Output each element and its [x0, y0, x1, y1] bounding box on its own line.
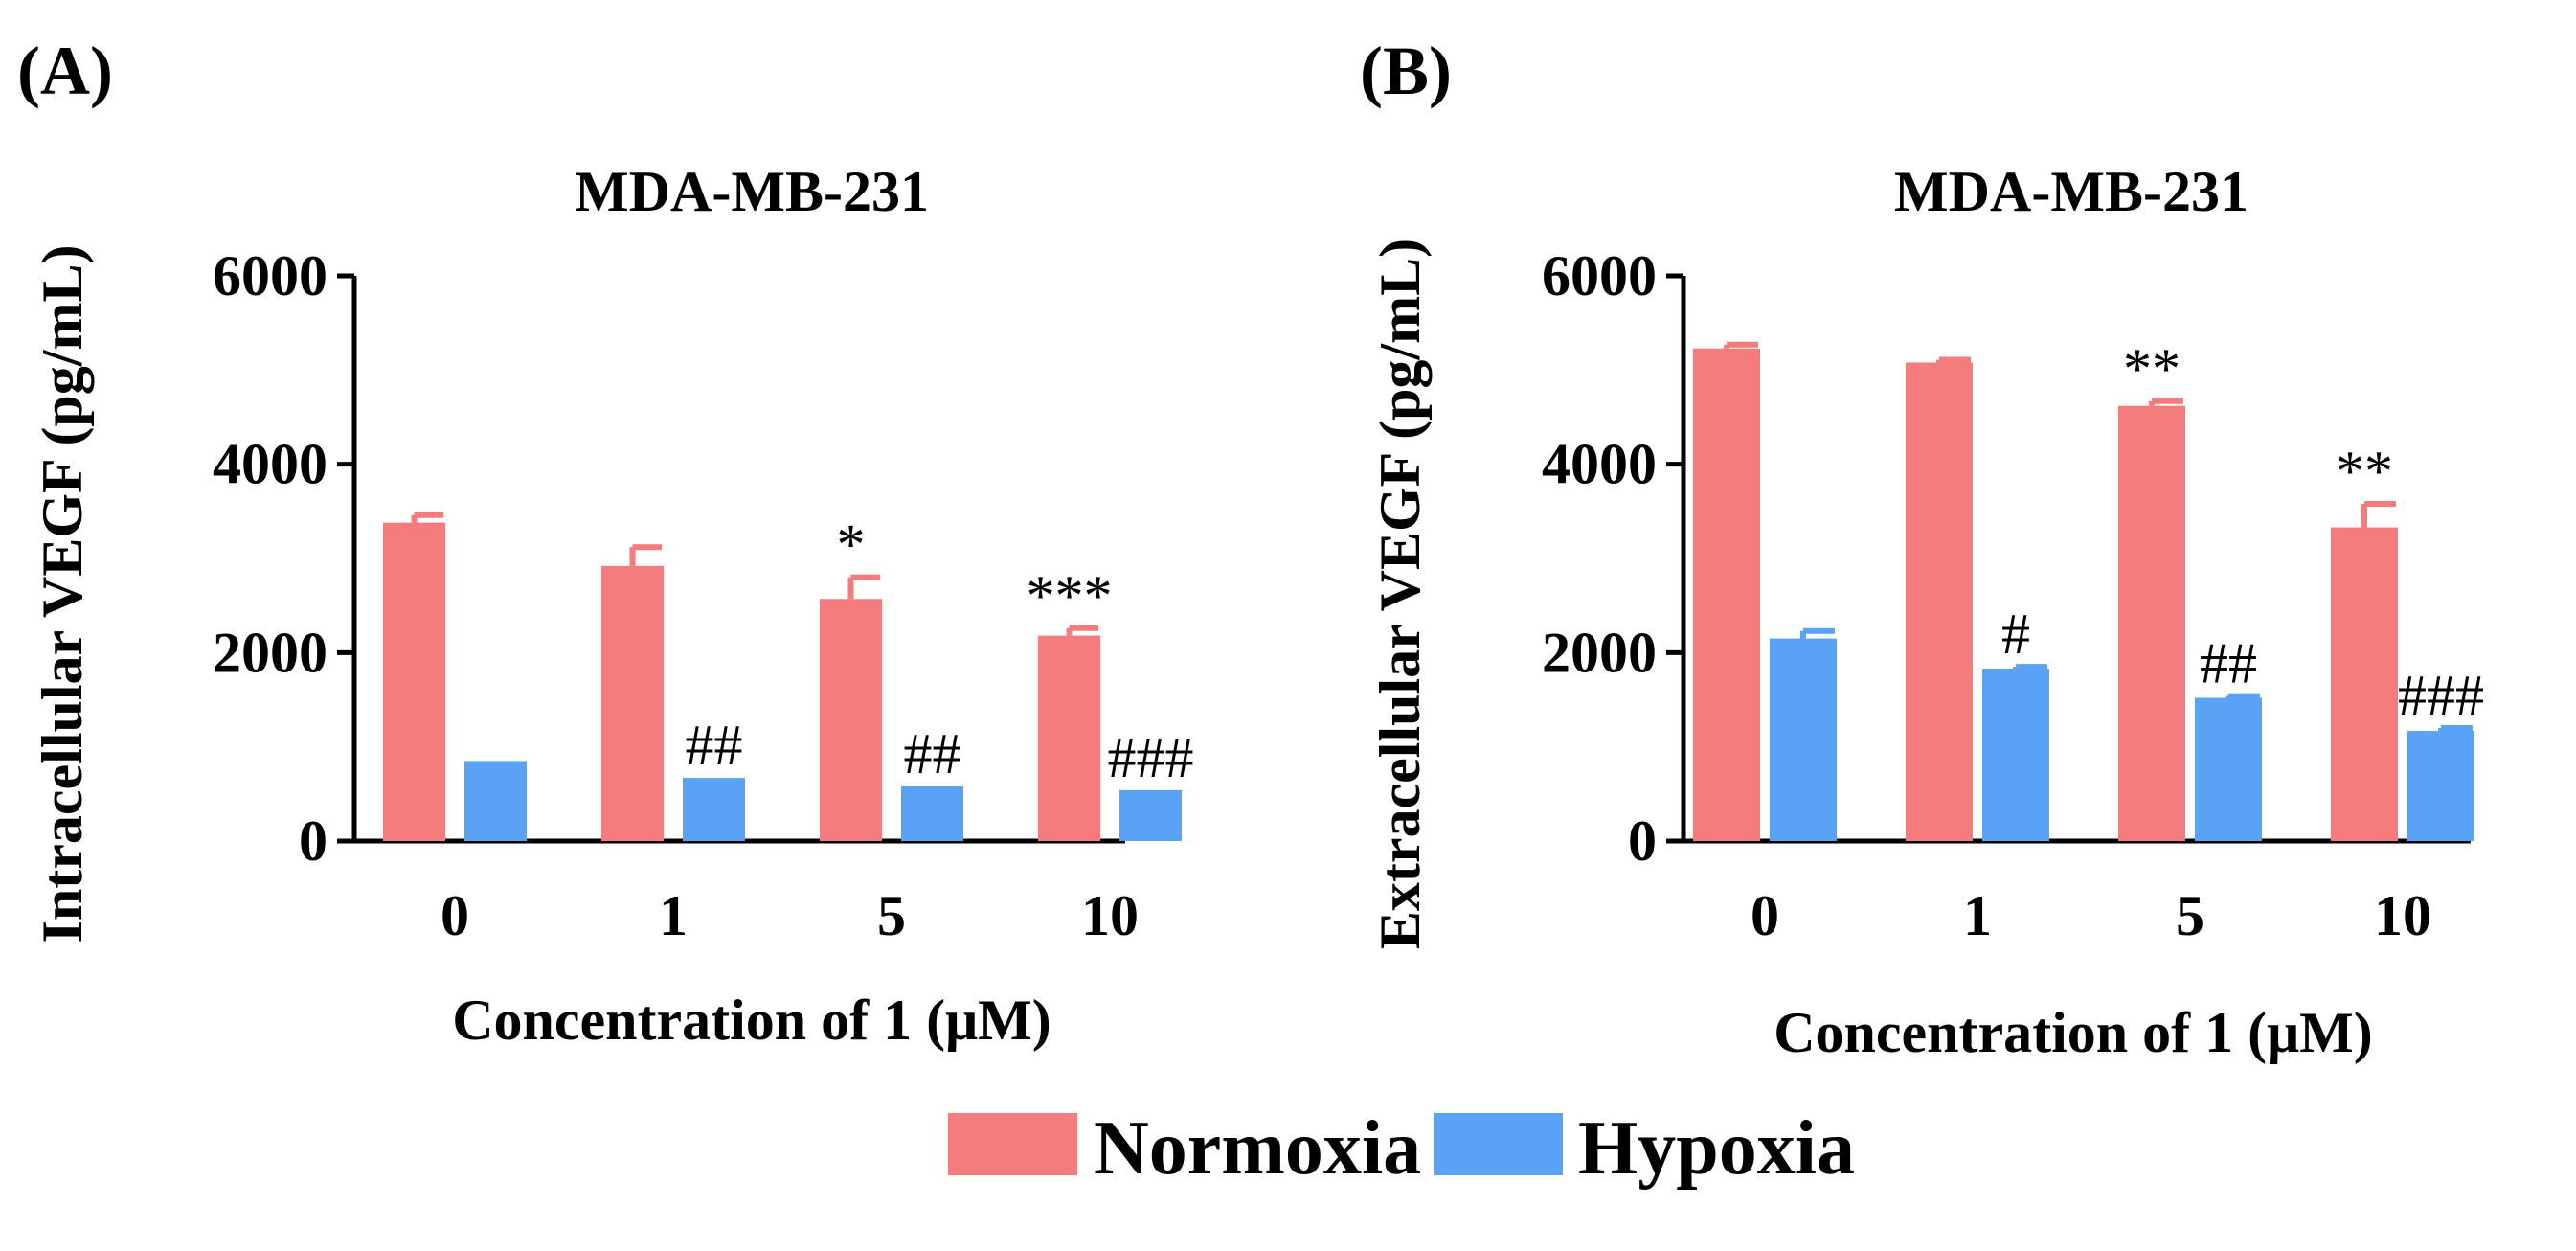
- panel-a-x-tick-label: 0: [441, 884, 469, 947]
- panel-b-bar-normoxia: [1693, 348, 1760, 841]
- panel-a-bar-hypoxia: [464, 761, 527, 841]
- panel-a-bar-hypoxia: [901, 785, 963, 841]
- panel-a-bar-normoxia: [383, 522, 445, 841]
- panel-a-label: (A): [17, 33, 113, 109]
- panel-b-title: MDA-MB-231: [1894, 160, 2248, 223]
- panel-b-bar-hypoxia: [1770, 638, 1837, 841]
- panel-a-title: MDA-MB-231: [575, 160, 929, 223]
- panel-a-y-tick-label: 0: [299, 809, 328, 873]
- panel-b-bar-normoxia: [2118, 405, 2185, 841]
- panel-b-significance-normoxia: **: [2336, 440, 2393, 503]
- panel-b-significance-normoxia: **: [2123, 337, 2181, 400]
- panel-b-label: (B): [1360, 33, 1452, 109]
- legend: Normoxia Hypoxia: [948, 1106, 1855, 1191]
- panel-b-y-tick-label: 0: [1628, 809, 1657, 873]
- panel-a-y-tick-label: 2000: [213, 621, 328, 684]
- panel-a-x-tick-label: 1: [659, 884, 688, 947]
- panel-b-bar-hypoxia: [1982, 669, 2049, 841]
- panel-a-significance-normoxia: *: [837, 513, 866, 577]
- panel-b-significance-hypoxia: ###: [2398, 664, 2484, 727]
- panel-a-significance-normoxia: ***: [1027, 564, 1113, 627]
- panel-a-x-tick-label: 10: [1081, 884, 1139, 947]
- panel-b-y-tick-label: 4000: [1542, 433, 1657, 496]
- panel-a-y-tick-label: 4000: [213, 433, 328, 496]
- panel-a-y-tick-label: 6000: [213, 244, 328, 307]
- panel-b-y-axis-label: Extracellular VEGF (pg/mL): [1368, 239, 1432, 949]
- legend-swatch-normoxia: [948, 1113, 1077, 1175]
- panel-b-plot: 0 2000 4000 6000 0 #1 ** ## 5 ** ### 10: [1542, 244, 2484, 947]
- panel-b-bar-normoxia: [2331, 527, 2398, 841]
- panel-b-x-axis-label: Concentration of 1 (μM): [1774, 1001, 2373, 1064]
- panel-a-significance-hypoxia: ##: [686, 714, 743, 777]
- panel-a: (A) MDA-MB-231 Intracellular VEGF (pg/mL…: [17, 33, 1194, 1052]
- panel-b-significance-hypoxia: ##: [2200, 632, 2257, 695]
- panel-b-significance-hypoxia: #: [2001, 603, 2030, 666]
- panel-a-bar-hypoxia: [1119, 789, 1182, 841]
- panel-b-y-tick-label: 6000: [1542, 244, 1657, 307]
- panel-b-bar-hypoxia: [2195, 697, 2262, 841]
- panel-b-x-tick-label: 10: [2374, 884, 2431, 947]
- panel-a-x-axis-label: Concentration of 1 (μM): [452, 989, 1051, 1052]
- panel-a-bar-normoxia: [820, 599, 882, 841]
- panel-a-plot: 0 2000 4000 6000 0 ## 1 * ## 5 *** ### 10: [213, 244, 1194, 947]
- panel-a-significance-hypoxia: ##: [904, 722, 961, 785]
- panel-b-bar-normoxia: [1906, 362, 1973, 841]
- legend-swatch-hypoxia: [1434, 1113, 1563, 1175]
- panel-b-bar-hypoxia: [2407, 730, 2474, 841]
- panel-a-bar-hypoxia: [683, 778, 745, 841]
- panel-a-bar-normoxia: [601, 565, 664, 841]
- legend-label-normoxia: Normoxia: [1094, 1106, 1421, 1191]
- legend-label-hypoxia: Hypoxia: [1578, 1106, 1855, 1191]
- panel-b-x-tick-label: 1: [1963, 884, 1992, 947]
- panel-b-y-tick-label: 2000: [1542, 621, 1657, 684]
- panel-a-x-tick-label: 5: [877, 884, 906, 947]
- panel-b-x-tick-label: 5: [2176, 884, 2204, 947]
- panel-a-significance-hypoxia: ###: [1108, 726, 1194, 789]
- panel-b-x-tick-label: 0: [1751, 884, 1779, 947]
- panel-b: (B) MDA-MB-231 Extracellular VEGF (pg/mL…: [1360, 33, 2484, 1064]
- panel-a-y-axis-label: Intracellular VEGF (pg/mL): [31, 245, 94, 944]
- panel-a-bar-normoxia: [1038, 635, 1100, 841]
